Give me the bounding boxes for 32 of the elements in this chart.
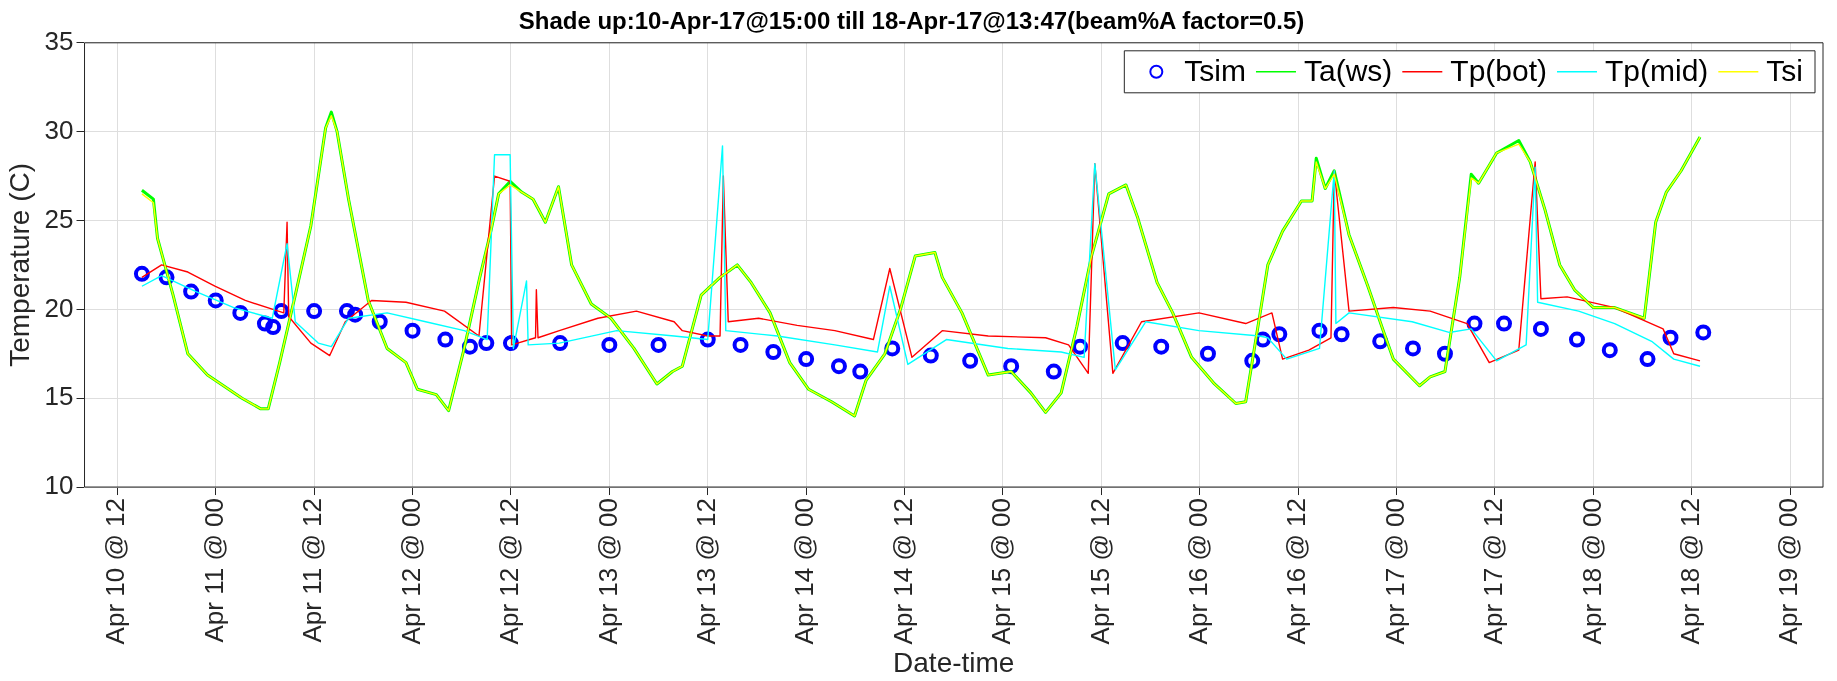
legend-label: Tsi xyxy=(1766,54,1804,88)
x-tick-label: Apr 13 @ 12 xyxy=(690,498,721,645)
legend-label: Tsim xyxy=(1184,54,1246,88)
x-tick-label: Apr 12 @ 12 xyxy=(494,498,525,645)
x-tick-label: Apr 16 @ 12 xyxy=(1281,498,1312,645)
x-tick-label: Apr 13 @ 00 xyxy=(592,498,623,645)
x-tick-label: Apr 17 @ 00 xyxy=(1379,498,1410,645)
x-tick-label: Apr 15 @ 00 xyxy=(986,498,1017,645)
y-tick-label: 15 xyxy=(44,381,74,412)
x-tick-label: Apr 14 @ 00 xyxy=(789,498,820,645)
legend-label: Tp(mid) xyxy=(1605,54,1709,88)
x-tick-label: Apr 19 @ 00 xyxy=(1773,498,1804,645)
x-tick-label: Apr 18 @ 00 xyxy=(1576,498,1607,645)
y-axis-title: Temperature (C) xyxy=(3,163,35,367)
y-tick-label: 30 xyxy=(44,114,74,145)
y-tick-label: 25 xyxy=(44,203,74,234)
x-tick-label: Apr 17 @ 12 xyxy=(1478,498,1509,645)
chart-title: Shade up:10-Apr-17@15:00 till 18-Apr-17@13:47(beam%A factor=0.5) xyxy=(518,7,1305,35)
x-tick-label: Apr 14 @ 12 xyxy=(887,498,918,645)
x-tick-label: Apr 12 @ 00 xyxy=(395,498,426,645)
x-tick-label: Apr 10 @ 12 xyxy=(100,498,131,645)
legend-label: Tp(bot) xyxy=(1450,54,1548,88)
legend-label: Ta(ws) xyxy=(1303,54,1393,88)
y-tick-label: 10 xyxy=(44,470,74,501)
y-tick-label: 20 xyxy=(44,292,74,323)
x-tick-label: Apr 16 @ 00 xyxy=(1182,498,1213,645)
x-tick-label: Apr 11 @ 12 xyxy=(297,498,328,643)
x-axis-title: Date-time xyxy=(893,646,1015,678)
x-tick-label: Apr 15 @ 12 xyxy=(1084,498,1115,645)
y-tick-label: 35 xyxy=(44,25,74,56)
x-tick-label: Apr 11 @ 00 xyxy=(198,498,229,643)
x-tick-label: Apr 18 @ 12 xyxy=(1674,498,1705,645)
